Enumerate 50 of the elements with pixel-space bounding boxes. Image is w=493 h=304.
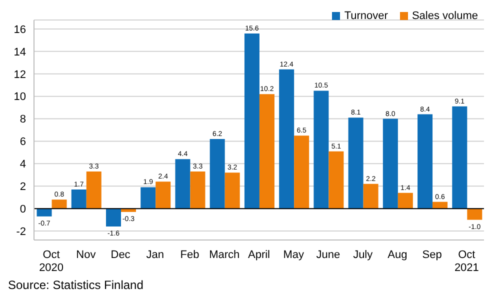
bar [106, 208, 121, 227]
x-tick-label: July [353, 249, 374, 261]
bar [279, 69, 294, 209]
bar [259, 94, 274, 209]
x-tick-label: Nov [76, 249, 96, 261]
bar [36, 208, 52, 216]
y-tick-label: 14 [14, 46, 26, 58]
bar [294, 136, 310, 209]
x-tick-label: Aug [388, 249, 408, 261]
bar [244, 33, 260, 209]
bar [156, 182, 171, 209]
x-tick-label: Jan [146, 249, 164, 261]
x-tick-label: April [248, 249, 270, 261]
y-tick-label: -2 [16, 226, 26, 238]
bar [467, 208, 482, 220]
x-tick-label: June [316, 249, 340, 261]
source-note: Source: Statistics Finland [8, 278, 144, 292]
bar [382, 118, 398, 209]
y-tick-label: 16 [14, 24, 26, 36]
bar [210, 138, 225, 209]
y-tick-label: 4 [20, 158, 26, 171]
bar [363, 184, 378, 209]
bar [190, 172, 206, 209]
bar [224, 172, 240, 209]
bar [175, 159, 190, 209]
y-tick-label: 6 [20, 136, 26, 148]
x-tick-label: Sep [422, 249, 442, 261]
x-tick-label: Feb [180, 249, 200, 261]
y-tick-label: 8 [20, 114, 26, 126]
y-tick-label: 10 [14, 91, 26, 104]
legend-label: Sales volume [412, 10, 478, 22]
bar [452, 106, 468, 209]
bar [52, 200, 67, 209]
x-tick-label: Dec [110, 249, 131, 261]
bar [71, 189, 86, 209]
x-tick-label: May [283, 249, 305, 261]
y-tick-label: 0 [20, 203, 26, 216]
y-tick-label: 12 [14, 68, 26, 81]
x-tick-label: Oct 2020 [39, 249, 64, 274]
bar [418, 114, 433, 209]
x-tick-label: March [209, 249, 240, 261]
bar [140, 187, 156, 209]
bar [86, 172, 102, 209]
bar [348, 118, 364, 209]
bar [398, 192, 413, 209]
x-tick-label: Oct 2021 [454, 249, 479, 274]
y-tick-label: 2 [20, 181, 26, 194]
legend-label: Turnover [344, 10, 388, 22]
bar [314, 90, 329, 209]
bar [328, 151, 344, 209]
